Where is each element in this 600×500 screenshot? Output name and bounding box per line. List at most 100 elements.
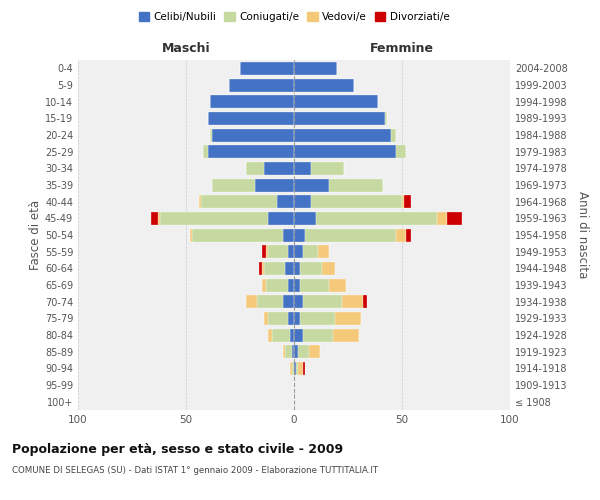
Text: Popolazione per età, sesso e stato civile - 2009: Popolazione per età, sesso e stato civil… [12,442,343,456]
Bar [229,78,294,92]
Bar [329,178,383,192]
Bar [292,345,294,358]
Bar [294,195,311,208]
Bar [318,245,329,258]
Bar [294,262,301,275]
Bar [294,95,378,108]
Bar [294,278,301,291]
Bar [294,362,296,375]
Bar [262,262,264,275]
Bar [268,212,294,225]
Bar [264,312,268,325]
Bar [203,145,208,158]
Bar [302,245,318,258]
Bar [212,178,255,192]
Bar [294,312,301,325]
Bar [272,328,290,342]
Bar [329,278,346,291]
Bar [283,345,286,358]
Bar [294,328,302,342]
Bar [255,178,294,192]
Bar [201,195,277,208]
Bar [277,195,294,208]
Bar [190,228,193,241]
Bar [151,212,158,225]
Y-axis label: Fasce di età: Fasce di età [29,200,42,270]
Bar [298,362,302,375]
Bar [286,262,294,275]
Bar [402,195,404,208]
Bar [395,228,406,241]
Bar [301,262,322,275]
Bar [298,345,309,358]
Bar [311,195,402,208]
Bar [316,212,437,225]
Bar [268,245,287,258]
Bar [301,312,335,325]
Bar [391,128,395,141]
Bar [266,245,268,258]
Bar [294,295,302,308]
Bar [296,362,298,375]
Bar [208,112,294,125]
Bar [302,362,305,375]
Bar [404,195,410,208]
Bar [406,228,410,241]
Bar [262,278,266,291]
Bar [294,78,355,92]
Bar [302,295,341,308]
Bar [363,295,367,308]
Bar [309,345,320,358]
Bar [287,278,294,291]
Bar [294,112,385,125]
Bar [199,195,201,208]
Bar [264,262,286,275]
Bar [294,228,305,241]
Bar [294,178,329,192]
Bar [259,262,262,275]
Bar [262,245,266,258]
Bar [160,212,268,225]
Bar [294,345,298,358]
Bar [268,312,287,325]
Bar [290,328,294,342]
Bar [341,295,363,308]
Bar [290,362,292,375]
Bar [437,212,448,225]
Bar [287,312,294,325]
Bar [283,295,294,308]
Bar [210,95,294,108]
Bar [247,295,257,308]
Bar [385,112,387,125]
Bar [257,295,283,308]
Bar [294,212,316,225]
Bar [335,312,361,325]
Bar [212,128,294,141]
Bar [301,278,329,291]
Bar [283,228,294,241]
Bar [240,62,294,75]
Text: Maschi: Maschi [161,42,211,55]
Bar [286,345,292,358]
Bar [266,278,287,291]
Bar [294,62,337,75]
Bar [302,328,333,342]
Bar [395,145,406,158]
Bar [158,212,160,225]
Bar [210,128,212,141]
Bar [305,228,395,241]
Bar [287,245,294,258]
Bar [292,362,294,375]
Bar [247,162,264,175]
Text: COMUNE DI SELEGAS (SU) - Dati ISTAT 1° gennaio 2009 - Elaborazione TUTTITALIA.IT: COMUNE DI SELEGAS (SU) - Dati ISTAT 1° g… [12,466,378,475]
Bar [311,162,344,175]
Legend: Celibi/Nubili, Coniugati/e, Vedovi/e, Divorziati/e: Celibi/Nubili, Coniugati/e, Vedovi/e, Di… [134,8,454,26]
Text: Femmine: Femmine [370,42,434,55]
Bar [264,162,294,175]
Bar [322,262,335,275]
Bar [333,328,359,342]
Bar [294,128,391,141]
Bar [448,212,463,225]
Bar [268,328,272,342]
Bar [193,228,283,241]
